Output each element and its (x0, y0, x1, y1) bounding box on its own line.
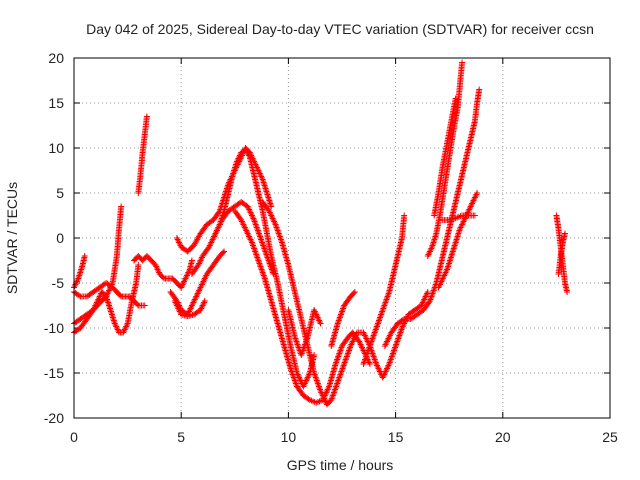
series-13 (285, 307, 324, 358)
plus-marker (245, 152, 252, 159)
x-axis-label: GPS time / hours (287, 457, 394, 473)
axis-ticks: 0 5 10 15 20 25 -20 -15 -10 -5 0 5 10 15 20 (44, 50, 618, 445)
y-tick-label: -15 (44, 365, 64, 381)
x-tick-label: 5 (177, 429, 185, 445)
series-4 (131, 253, 195, 291)
series-3 (71, 280, 148, 309)
plus-marker (424, 289, 431, 295)
plus-marker (425, 299, 432, 306)
plus-marker (221, 248, 228, 255)
plus-marker (471, 212, 478, 219)
series-22 (555, 230, 568, 277)
plus-marker (474, 190, 481, 196)
plus-marker (141, 302, 148, 309)
series-14 (328, 289, 358, 349)
plus-marker (311, 352, 318, 358)
plus-marker (564, 289, 571, 295)
series-7 (171, 298, 208, 320)
plus-marker (350, 290, 357, 297)
plus-marker (351, 289, 358, 295)
series-12 (259, 199, 431, 408)
plus-marker (188, 257, 195, 264)
plus-marker (452, 95, 459, 102)
x-tick-label: 15 (388, 429, 404, 445)
plus-marker (159, 274, 166, 281)
y-tick-label: 0 (56, 230, 64, 246)
plus-marker (143, 113, 150, 120)
x-tick-label: 20 (495, 429, 511, 445)
data-markers (71, 59, 571, 408)
series-5 (135, 113, 150, 196)
plus-marker (268, 203, 275, 210)
series-10 (210, 146, 318, 390)
x-tick-label: 10 (281, 429, 297, 445)
plus-marker (459, 59, 466, 66)
plus-marker (201, 298, 208, 304)
series-11 (231, 208, 373, 406)
plus-marker (317, 320, 324, 327)
plus-marker (81, 253, 88, 259)
y-tick-label: 5 (56, 185, 64, 201)
series-17 (424, 59, 466, 259)
plus-marker (366, 361, 373, 367)
plus-marker (118, 203, 125, 210)
plus-marker (401, 212, 408, 219)
x-tick-label: 0 (70, 429, 78, 445)
series-1 (71, 203, 125, 327)
series-18 (431, 95, 459, 219)
plus-marker (561, 230, 568, 237)
x-tick-label: 25 (602, 429, 618, 445)
plus-marker (135, 262, 142, 268)
plus-marker (76, 292, 83, 299)
plus-marker (134, 301, 141, 308)
series-20 (439, 212, 478, 223)
plus-marker (399, 316, 406, 323)
y-tick-label: 20 (48, 50, 64, 66)
y-tick-label: -10 (44, 320, 64, 336)
plot-frame (73, 57, 611, 419)
y-tick-label: -5 (52, 275, 65, 291)
plus-marker (117, 292, 124, 299)
y-axis-label: SDTVAR / TECUs (4, 182, 20, 294)
plus-marker (476, 86, 483, 93)
series-15 (360, 212, 408, 367)
series-16 (381, 86, 483, 349)
y-tick-label: 10 (48, 140, 64, 156)
y-tick-label: -20 (44, 410, 64, 426)
chart-title: Day 042 of 2025, Sidereal Day-to-day VTE… (86, 21, 594, 37)
plus-marker (220, 249, 227, 256)
y-tick-label: 15 (48, 95, 64, 111)
